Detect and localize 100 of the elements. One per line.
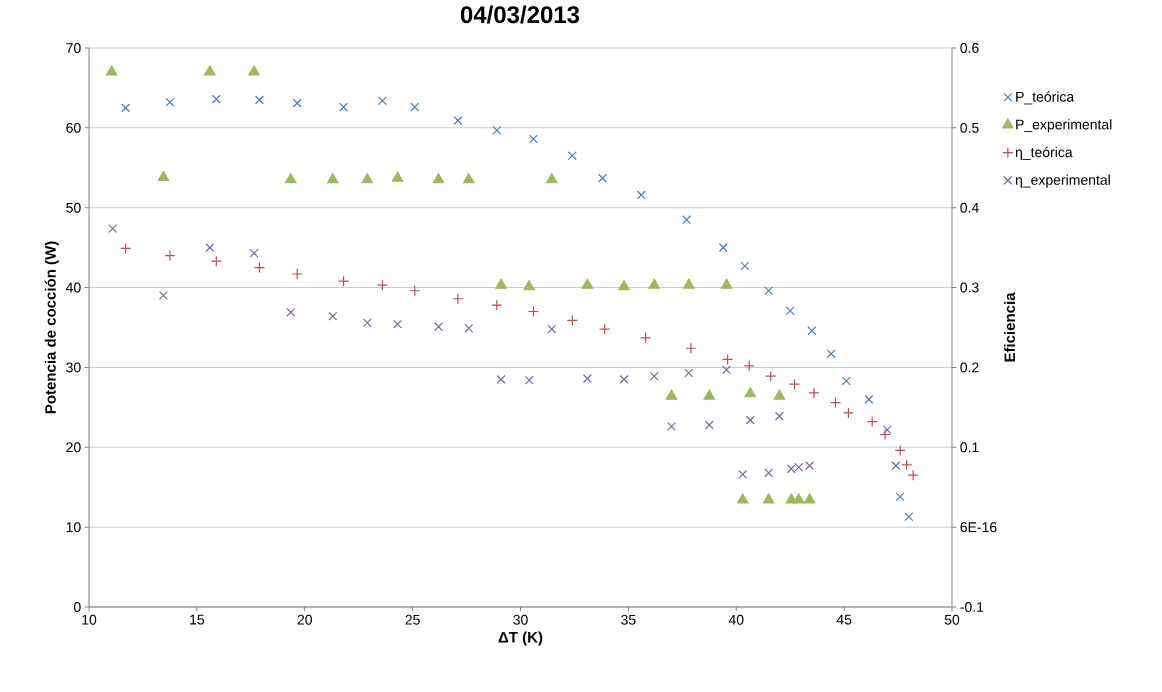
point (619, 374, 629, 384)
point (376, 279, 389, 291)
point (882, 425, 892, 435)
point (665, 389, 678, 400)
point (165, 97, 175, 107)
point (703, 389, 716, 400)
point (720, 278, 733, 289)
point (745, 415, 755, 425)
point (567, 151, 577, 161)
point (582, 374, 592, 384)
point (599, 323, 611, 335)
point (434, 322, 444, 332)
point (743, 360, 755, 372)
point (492, 125, 502, 135)
point (284, 173, 297, 184)
point (704, 420, 714, 430)
x-tick-label: 40 (728, 614, 744, 625)
point (524, 375, 534, 385)
y2-axis-title: Eficiencia (1004, 292, 1016, 362)
point (788, 378, 801, 390)
point (744, 387, 757, 398)
point (764, 286, 774, 296)
point (121, 103, 131, 113)
point (879, 428, 891, 441)
y-tick-label: 40 (65, 282, 81, 293)
x-tick-label: 30 (513, 614, 528, 625)
point (808, 387, 820, 399)
y-axis-title: Potencia de cocción (W) (44, 241, 59, 414)
point (377, 96, 387, 106)
point (807, 326, 817, 336)
point (496, 374, 506, 384)
point (204, 65, 216, 76)
point (684, 368, 694, 378)
point (841, 376, 851, 386)
point (292, 98, 302, 108)
point (894, 444, 906, 457)
x-tick-label: 50 (944, 614, 960, 625)
y-tick-label: 20 (66, 442, 81, 453)
point (764, 468, 774, 478)
point (682, 278, 695, 289)
y-tick-label: 10 (66, 522, 81, 533)
point (901, 459, 913, 471)
point (253, 261, 266, 274)
point (464, 323, 474, 333)
y-tick-label: 0 (73, 602, 81, 612)
point (904, 512, 914, 522)
point (738, 469, 748, 479)
point (205, 243, 215, 253)
point (718, 243, 728, 253)
point (291, 268, 303, 280)
point (805, 461, 815, 471)
point (636, 190, 646, 200)
point (793, 493, 805, 504)
point (249, 248, 259, 258)
point (581, 278, 594, 289)
x-tick-label: 25 (405, 614, 420, 625)
legend-label: η_experimental (1015, 174, 1110, 188)
point (722, 365, 732, 375)
point (108, 223, 118, 233)
point (640, 332, 652, 344)
point (765, 370, 777, 382)
y2-tick-label: 0.4 (960, 202, 979, 213)
point (667, 422, 677, 431)
point (410, 102, 420, 112)
point (453, 116, 463, 126)
y2-tick-label: 0.6 (960, 43, 979, 53)
point (527, 305, 540, 318)
point (254, 95, 264, 105)
point (528, 134, 538, 144)
point (773, 389, 786, 400)
point (452, 293, 464, 305)
y-tick-label: 50 (66, 202, 81, 213)
x-tick-label: 35 (621, 614, 636, 625)
point (895, 492, 905, 502)
y-tick-label: 60 (66, 122, 81, 133)
point (210, 255, 222, 267)
point (158, 291, 168, 301)
point (762, 493, 775, 504)
y-tick-label: 30 (66, 362, 81, 373)
point (432, 173, 445, 184)
legend-label: P_teórica (1016, 91, 1075, 105)
point (722, 353, 734, 366)
point (740, 261, 750, 271)
point (618, 280, 630, 291)
y2-tick-label: 6E-16 (960, 522, 997, 533)
y2-tick-label: 0.5 (960, 122, 979, 133)
point (393, 319, 403, 329)
point (648, 278, 661, 289)
point (685, 342, 697, 354)
point (907, 469, 919, 481)
y2-tick-label: -0.1 (960, 602, 984, 612)
x-tick-label: 45 (836, 614, 852, 625)
point (105, 65, 118, 76)
point (842, 407, 855, 419)
point (248, 65, 260, 76)
x-tick-label: 20 (297, 614, 312, 625)
point (337, 275, 350, 287)
point (803, 493, 816, 504)
point (362, 318, 372, 328)
point (864, 394, 874, 404)
